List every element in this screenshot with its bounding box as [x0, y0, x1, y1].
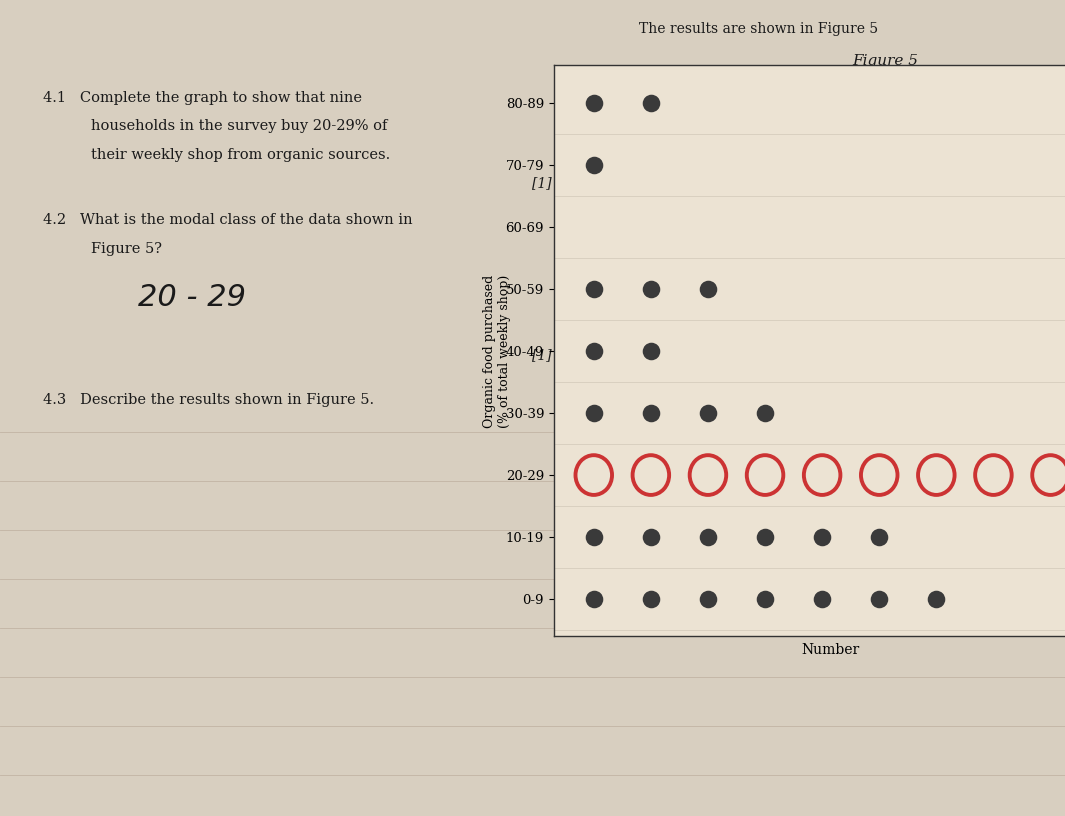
Point [586, 96, 603, 109]
Text: 4.3   Describe the results shown in Figure 5.: 4.3 Describe the results shown in Figure… [43, 392, 374, 407]
Point [586, 592, 603, 605]
Point [871, 592, 888, 605]
Point [814, 530, 831, 543]
Text: households in the survey buy 20-29% of: households in the survey buy 20-29% of [91, 119, 387, 134]
Text: [1]: [1] [532, 176, 552, 191]
Text: their weekly shop from organic sources.: their weekly shop from organic sources. [91, 148, 390, 162]
Point [700, 530, 717, 543]
Point [756, 592, 773, 605]
Text: Figure 5?: Figure 5? [91, 242, 162, 256]
Text: The results are shown in Figure 5: The results are shown in Figure 5 [639, 21, 879, 36]
Point [586, 530, 603, 543]
Point [928, 592, 945, 605]
Point [586, 406, 603, 419]
Point [642, 344, 659, 357]
Point [871, 530, 888, 543]
Point [586, 158, 603, 171]
Text: 4.2   What is the modal class of the data shown in: 4.2 What is the modal class of the data … [43, 213, 412, 228]
Point [700, 592, 717, 605]
Point [642, 530, 659, 543]
Point [814, 592, 831, 605]
Point [756, 530, 773, 543]
Point [642, 282, 659, 295]
Point [642, 406, 659, 419]
Text: 4.1   Complete the graph to show that nine: 4.1 Complete the graph to show that nine [43, 91, 362, 105]
Text: [1]: [1] [532, 348, 552, 362]
Point [586, 282, 603, 295]
Point [642, 592, 659, 605]
Point [700, 282, 717, 295]
Point [642, 96, 659, 109]
Y-axis label: Organic food purchased
(% of total weekly shop): Organic food purchased (% of total weekl… [484, 274, 511, 428]
Text: Figure 5: Figure 5 [852, 54, 918, 69]
Point [586, 344, 603, 357]
X-axis label: Number: Number [802, 644, 859, 658]
Point [700, 406, 717, 419]
Point [756, 406, 773, 419]
Text: 20 - 29: 20 - 29 [138, 283, 246, 313]
